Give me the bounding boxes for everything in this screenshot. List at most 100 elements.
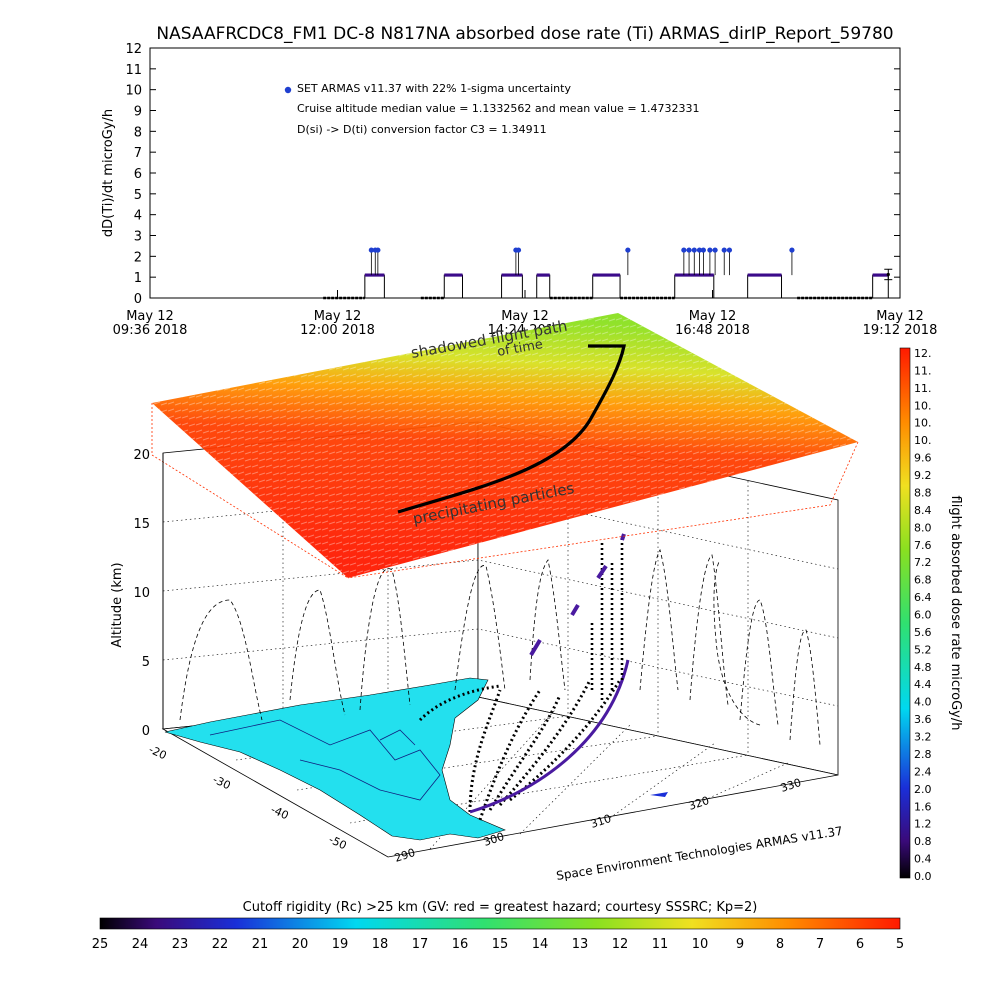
rigidity-tick-label: 17: [412, 937, 429, 952]
lat-tick-40: -40: [269, 803, 291, 822]
error-bar-point: [886, 272, 890, 277]
plateau-outline: [364, 274, 385, 298]
track-arc: [469, 659, 630, 814]
plateau-outline: [747, 274, 783, 298]
x-tick-label-time: 19:12 2018: [863, 323, 938, 338]
perspective-panel: shadowed flight path of time precipitati…: [110, 313, 859, 883]
spike-point: [686, 247, 692, 253]
x-tick-label-date: May 12: [689, 309, 737, 324]
x-tick-label-date: May 12: [126, 309, 174, 324]
z-tick-10: 10: [133, 586, 150, 601]
surface-edge-right: [347, 441, 859, 579]
rigidity-tick-label: 10: [692, 937, 709, 952]
dose-tick-label: 3.2: [914, 731, 932, 744]
plateau-outline: [592, 274, 621, 298]
plateau-outline: [872, 274, 889, 298]
dose-tick-label: 2.8: [914, 748, 932, 761]
rigidity-tick-label: 9: [736, 937, 744, 952]
dose-tick-label: 4.0: [914, 696, 932, 709]
rigidity-tick-label: 16: [452, 937, 469, 952]
plateau-outline: [501, 274, 523, 298]
lat-tick-30: -30: [211, 773, 233, 792]
z-tick-15: 15: [133, 517, 150, 532]
z-tick-20: 20: [133, 448, 150, 463]
lon-tick-320: 320: [687, 794, 711, 813]
spike-point: [515, 247, 522, 253]
rigidity-tick-label: 7: [816, 937, 824, 952]
y-tick-label: 9: [134, 105, 142, 120]
y-tick-label: 4: [134, 209, 142, 224]
dose-tick-label: 0.0: [914, 870, 932, 883]
x-tick-label-date: May 12: [501, 309, 549, 324]
lat-tick-50: -50: [327, 833, 349, 852]
rigidity-tick-label: 20: [292, 937, 309, 952]
spike-point: [696, 247, 703, 253]
vertical-profile: [590, 535, 624, 700]
rigidity-tick-label: 21: [252, 937, 269, 952]
dose-tick-label: 1.6: [914, 800, 932, 813]
y-tick-label: 1: [134, 271, 142, 286]
dose-colorbar: 0.0 0.4 0.8 1.2 1.6 2.0 2.4 2.8 3.2 3.6 4.0 4.4 4.8 5…: [899, 347, 963, 883]
y-tick-label: 0: [134, 292, 142, 307]
spike-point: [707, 247, 713, 253]
y-tick-label: 12: [125, 42, 142, 57]
dose-tick-label: 5.6: [914, 626, 932, 639]
y-tick-label: 7: [134, 146, 142, 161]
altitude-axis-label: Altitude (km): [110, 562, 125, 647]
rigidity-tick-label: 15: [492, 937, 509, 952]
dose-tick-label: 10.: [914, 399, 932, 412]
rigidity-tick-label: 18: [372, 937, 389, 952]
spike-point: [375, 247, 381, 253]
dose-tick-label: 8.4: [914, 504, 932, 517]
curtain-lines: [179, 548, 821, 746]
island: [650, 792, 668, 797]
dose-tick-label: 6.0: [914, 609, 932, 622]
x-tick-label-time: 09:36 2018: [113, 323, 188, 338]
dose-tick-label: 6.4: [914, 591, 932, 604]
dose-tick-label: 3.6: [914, 713, 932, 726]
y-tick-label: 10: [125, 84, 142, 99]
rigidity-colorbar-ticks: 25 24 23 22 21 20 19 18 17 16 15 14 13 12 11 10 9 8 7 6 5: [92, 937, 904, 952]
dose-tick-label: 2.4: [914, 765, 932, 778]
rigidity-tick-label: 8: [776, 937, 784, 952]
rigidity-colorbar-gradient: [99, 917, 901, 930]
dose-tick-label: 0.8: [914, 835, 932, 848]
timeseries-series: [323, 247, 889, 300]
spike-point: [712, 247, 718, 253]
rigidity-tick-label: 22: [212, 937, 229, 952]
dose-colorbar-gradient: [899, 347, 911, 879]
dose-tick-label: 0.4: [914, 853, 932, 866]
rigidity-tick-label: 12: [612, 937, 629, 952]
dose-tick-label: 11.: [914, 364, 932, 377]
dose-tick-label: 9.2: [914, 469, 932, 482]
spike-point: [726, 247, 733, 253]
dose-tick-label: 7.6: [914, 539, 932, 552]
dose-tick-label: 5.2: [914, 643, 932, 656]
spike-point: [721, 247, 727, 253]
plateau-outline: [536, 274, 551, 298]
dose-tick-label: 11.: [914, 382, 932, 395]
dose-tick-label: 6.8: [914, 574, 932, 587]
dose-tick-label: 2.0: [914, 783, 932, 796]
lon-tick-310: 310: [589, 812, 613, 831]
rigidity-tick-label: 5: [896, 937, 904, 952]
rigidity-tick-label: 13: [572, 937, 589, 952]
dose-tick-label: 4.8: [914, 661, 932, 674]
error-bar: [884, 268, 893, 281]
dose-tick-label: 4.4: [914, 678, 932, 691]
legend-line-3: D(si) -> D(ti) conversion factor C3 = 1.…: [297, 123, 547, 136]
z-tick-5: 5: [142, 655, 150, 670]
flight-path-shadow: [397, 344, 626, 514]
spike-point: [789, 247, 795, 253]
rigidity-tick-label: 24: [132, 937, 149, 952]
surface-edge-front: [151, 403, 349, 579]
plateau-outline: [674, 274, 715, 298]
x-tick-label-time: 16:48 2018: [675, 323, 750, 338]
dose-tick-label: 7.2: [914, 556, 932, 569]
rigidity-colorbar-label: Cutoff rigidity (Rc) >25 km (GV: red = g…: [243, 900, 758, 915]
lon-tick-290: 290: [393, 846, 417, 865]
